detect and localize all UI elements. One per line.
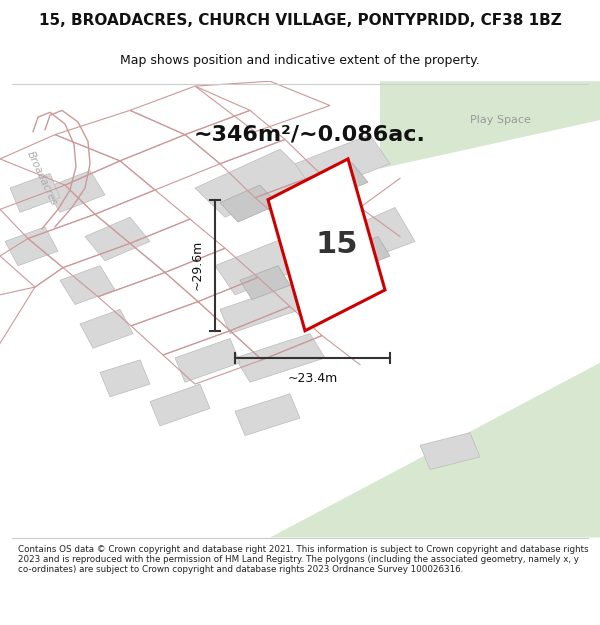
Text: Contains OS data © Crown copyright and database right 2021. This information is : Contains OS data © Crown copyright and d… bbox=[18, 544, 589, 574]
Polygon shape bbox=[85, 217, 150, 261]
Polygon shape bbox=[240, 266, 290, 299]
Polygon shape bbox=[220, 185, 278, 222]
Polygon shape bbox=[235, 394, 300, 436]
Polygon shape bbox=[195, 149, 310, 217]
Polygon shape bbox=[10, 174, 60, 213]
Polygon shape bbox=[80, 309, 133, 348]
Text: Broadacres: Broadacres bbox=[25, 149, 59, 207]
Polygon shape bbox=[270, 362, 600, 538]
Polygon shape bbox=[342, 237, 390, 271]
Text: 15, BROADACRES, CHURCH VILLAGE, PONTYPRIDD, CF38 1BZ: 15, BROADACRES, CHURCH VILLAGE, PONTYPRI… bbox=[38, 12, 562, 28]
Text: ~346m²/~0.086ac.: ~346m²/~0.086ac. bbox=[194, 124, 426, 144]
Polygon shape bbox=[295, 134, 390, 193]
Text: ~23.4m: ~23.4m bbox=[287, 372, 338, 386]
Text: 15: 15 bbox=[315, 231, 358, 259]
Polygon shape bbox=[220, 280, 315, 334]
Polygon shape bbox=[100, 360, 150, 397]
Polygon shape bbox=[215, 232, 320, 295]
Polygon shape bbox=[150, 384, 210, 426]
Polygon shape bbox=[60, 266, 115, 304]
Polygon shape bbox=[5, 227, 58, 266]
Text: ~29.6m: ~29.6m bbox=[191, 240, 203, 291]
Polygon shape bbox=[420, 432, 480, 469]
Polygon shape bbox=[45, 171, 105, 212]
Polygon shape bbox=[268, 159, 385, 331]
Text: Play Space: Play Space bbox=[470, 115, 530, 125]
Polygon shape bbox=[235, 334, 325, 382]
Polygon shape bbox=[175, 339, 240, 382]
Text: Map shows position and indicative extent of the property.: Map shows position and indicative extent… bbox=[120, 54, 480, 68]
Polygon shape bbox=[330, 208, 415, 266]
Polygon shape bbox=[315, 162, 368, 198]
Polygon shape bbox=[380, 81, 600, 169]
